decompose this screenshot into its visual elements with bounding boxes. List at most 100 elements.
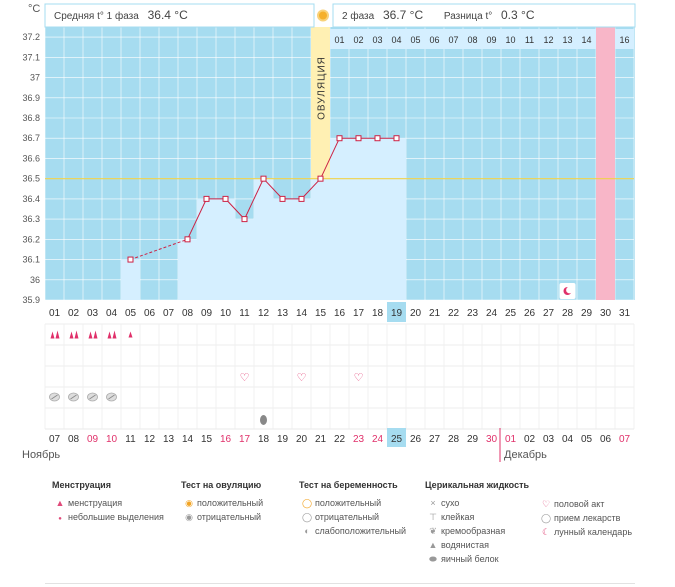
luteal-day-label: 10 — [505, 35, 515, 45]
cycle-day-label: 01 — [49, 308, 61, 319]
y-tick-label: 36.1 — [22, 255, 40, 265]
dry-icon: × — [430, 498, 436, 508]
calendar-date-label: 23 — [353, 434, 365, 445]
luteal-day-cell — [349, 29, 368, 49]
diff-value: 0.3 °C — [501, 8, 535, 22]
watery-icon: ▲ — [428, 540, 438, 550]
calendar-date-label: 10 — [106, 434, 118, 445]
cycle-day-label: 10 — [220, 308, 232, 319]
bbt-chart: 01 02 03 04 05 06 07 08 09 10 11 12 13 14 15 16 ОВУЛЯЦИ… — [22, 3, 636, 462]
calendar-date-label: 21 — [315, 434, 327, 445]
highlight-band — [596, 27, 615, 300]
cycle-day-label: 21 — [429, 308, 441, 319]
month-start-label: Ноябрь — [22, 449, 60, 461]
luteal-day-label: 04 — [391, 35, 401, 45]
temperature-points — [127, 135, 576, 299]
cycle-day-label: 12 — [258, 308, 270, 319]
luteal-day-label: 03 — [372, 35, 382, 45]
y-tick-label: 35.9 — [22, 295, 40, 305]
menstruation-icon — [88, 331, 93, 339]
calendar-date-label: 11 — [125, 434, 136, 445]
calendar-dates: 07 08 09 10 11 12 13 14 15 16 17 18 19 20 21 22 23 24 25 26… — [22, 428, 634, 462]
temperature-segment — [187, 198, 207, 240]
menstruation-icon — [93, 330, 98, 339]
cycle-day-label: 22 — [448, 308, 460, 319]
temperature-bar — [349, 138, 368, 300]
cycle-day-label: 26 — [524, 308, 536, 319]
luteal-day-cell — [558, 29, 577, 49]
temperature-bar — [235, 219, 254, 300]
calendar-date-label: 04 — [562, 434, 574, 445]
luteal-day-cell — [406, 29, 425, 49]
temperature-point — [260, 175, 267, 182]
legend-moon: лунный календарь — [554, 527, 633, 537]
calendar-date-label: 27 — [429, 434, 441, 445]
watery-icon — [260, 415, 267, 425]
luteal-day-cell — [387, 29, 406, 49]
temperature-point — [203, 195, 210, 202]
ovulation-positive-icon: ◉ — [185, 498, 193, 508]
legend-cervical-title: Церикальная жидкость — [425, 480, 530, 490]
temperature-line — [130, 137, 397, 261]
phase2-label: 2 фаза — [342, 10, 375, 22]
calendar-date-label: 03 — [543, 434, 555, 445]
pregnancy-negative-icon: ◯ — [301, 512, 313, 522]
legend-preg-negative: отрицательный — [315, 512, 380, 522]
moon-icon: ☾ — [541, 527, 551, 537]
cycle-day-label: 14 — [296, 308, 308, 319]
luteal-day-label: 01 — [334, 35, 344, 45]
cycle-day-label: 18 — [372, 308, 384, 319]
cycle-day-label: 27 — [543, 308, 555, 319]
temperature-bar — [273, 198, 292, 300]
phase1-label: Средняя t° 1 фаза — [54, 10, 139, 22]
legend-preg-weak: слабоположительный — [315, 526, 407, 536]
legend-cervical-creamy: кремообразная — [441, 526, 506, 536]
marker-grid: ♡ ♡ ♡ — [44, 323, 635, 430]
luteal-day-label: 07 — [448, 35, 458, 45]
cycle-day-label: 03 — [87, 308, 99, 319]
temperature-bar — [387, 138, 406, 300]
temperature-segment — [130, 238, 188, 261]
legend-spotting-item: небольшие выделения — [68, 512, 164, 522]
ovulation-negative-icon: ◉ — [185, 512, 193, 522]
luteal-day-cell — [539, 29, 558, 49]
pregnancy-positive-icon: ◯ — [301, 498, 313, 508]
cycle-day-label: 25 — [505, 308, 517, 319]
phase1-value: 36.4 °C — [148, 8, 188, 22]
calendar-date-label: 18 — [258, 434, 270, 445]
calendar-date-label: 17 — [239, 434, 251, 445]
cycle-day-label: 31 — [619, 308, 631, 319]
temperature-point — [222, 195, 229, 202]
month-next-label: Декабрь — [504, 449, 547, 461]
calendar-date-label: 16 — [220, 434, 232, 445]
luteal-day-label: 11 — [525, 35, 534, 45]
legend-cervical-eggwhite: яичный белок — [441, 554, 499, 564]
y-tick-label: 36.5 — [22, 174, 40, 184]
luteal-day-label: 06 — [429, 35, 439, 45]
temperature-point — [298, 195, 305, 202]
pill-icon-line — [108, 394, 115, 400]
cycle-day-label: 20 — [410, 308, 422, 319]
calendar-date-label: 28 — [448, 434, 460, 445]
calendar-date-label: 09 — [87, 434, 99, 445]
temperature-bar — [121, 259, 140, 300]
temperature-bar — [216, 198, 235, 300]
luteal-day-cell — [520, 29, 539, 49]
pregnancy-weak-icon: ◐ — [304, 526, 310, 536]
temperature-point — [336, 135, 343, 142]
legend-intercourse: половой акт — [554, 499, 605, 509]
legend-ov-positive: положительный — [197, 498, 264, 508]
heart-icon: ♡ — [354, 371, 364, 384]
calendar-date-label: 14 — [182, 434, 194, 445]
temperature-point — [317, 175, 324, 182]
legend-ovulation-test: Тест на овуляцию ◉ положительный ◉ отрицат… — [181, 480, 263, 524]
luteal-day-label: 12 — [543, 35, 553, 45]
luteal-day-cell — [444, 29, 463, 49]
luteal-day-cell — [330, 29, 349, 49]
legend-cervical-dry: сухо — [441, 498, 460, 508]
cycle-day-label: 02 — [68, 308, 80, 319]
calendar-date-label: 13 — [163, 434, 175, 445]
legend-cervical: Церикальная жидкость × сухо ⊤ клейкая ❦ кре… — [425, 480, 529, 566]
chart-header: Средняя t° 1 фаза 36.4 °C 2 фаза 36.7 °C… — [44, 3, 636, 28]
